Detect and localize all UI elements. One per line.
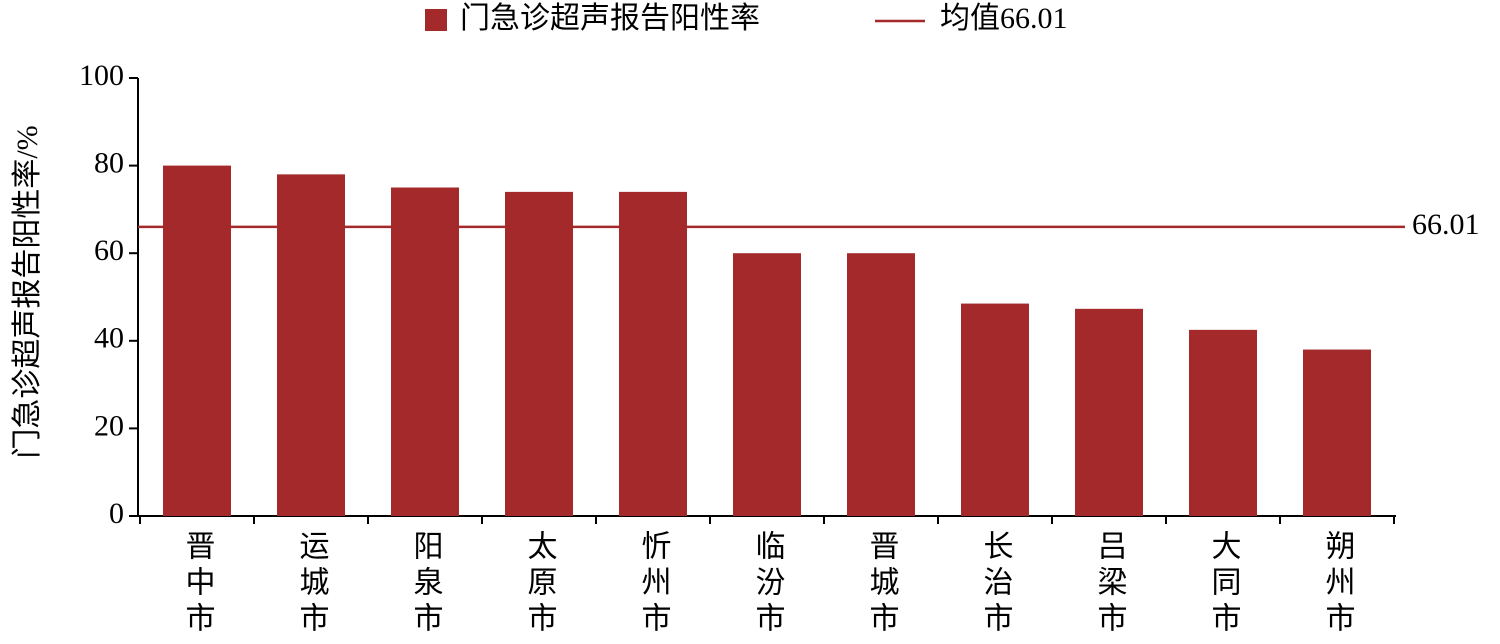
bar <box>619 191 687 516</box>
x-tick-label: 朔州市 <box>1321 530 1356 638</box>
x-tick-label: 长治市 <box>979 530 1013 638</box>
x-tick-label: 阳泉市 <box>409 530 443 638</box>
x-tick-label: 临汾市 <box>751 530 785 638</box>
x-tick-label: 晋城市 <box>865 530 899 638</box>
x-tick-label: 运城市 <box>295 530 329 638</box>
x-tick-label: 大同市 <box>1207 530 1241 638</box>
bar <box>961 303 1029 516</box>
bar <box>1075 308 1143 516</box>
y-tick-label: 20 <box>94 409 124 442</box>
bar <box>391 187 459 516</box>
y-axis-label: 门急诊超声报告阳性率/% <box>11 125 44 458</box>
bar <box>1303 349 1371 516</box>
y-tick-label: 0 <box>109 497 124 530</box>
y-tick-label: 100 <box>79 59 124 92</box>
bar <box>277 174 345 517</box>
legend-label: 均值66.01 <box>940 2 1068 35</box>
y-tick-label: 40 <box>94 322 124 355</box>
bar <box>163 165 231 516</box>
legend-swatch <box>425 9 447 31</box>
y-tick-label: 80 <box>94 146 124 179</box>
x-tick-label: 太原市 <box>523 530 557 638</box>
bar <box>1189 329 1257 516</box>
y-tick-label: 60 <box>94 234 124 267</box>
bar <box>505 191 573 516</box>
x-tick-label: 吕梁市 <box>1093 530 1127 638</box>
legend-label: 门急诊超声报告阳性率 <box>460 2 760 35</box>
bar <box>847 253 915 516</box>
mean-label: 66.01 <box>1412 208 1480 241</box>
x-tick-label: 忻州市 <box>637 530 672 638</box>
bar <box>733 253 801 516</box>
x-tick-label: 晋中市 <box>181 530 215 638</box>
